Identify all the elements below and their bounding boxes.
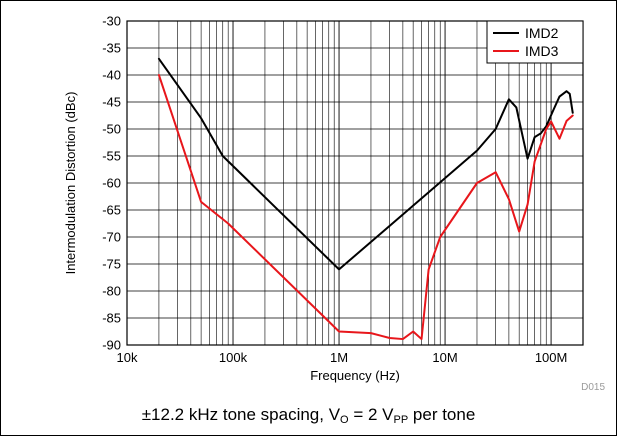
- legend: IMD2 IMD3: [486, 20, 584, 64]
- y-tick-label: -70: [102, 230, 121, 245]
- x-tick-label: 100k: [219, 350, 248, 365]
- y-tick-label: -60: [102, 176, 121, 191]
- y-tick-label: -85: [102, 311, 121, 326]
- caption-subscript-o: O: [340, 414, 349, 426]
- figure-id: D015: [581, 382, 605, 393]
- y-tick-label: -50: [102, 122, 121, 137]
- caption-subscript-pp: PP: [393, 414, 409, 426]
- series-line-imd2: [157, 57, 574, 271]
- y-tick-label: -40: [102, 68, 121, 83]
- x-tick-label: 10M: [432, 350, 457, 365]
- y-tick-label: -65: [102, 203, 121, 218]
- intermodulation-distortion-chart: -90 -85 -80 -75 -70 -65 -60 -55 -50 -45 -40 -35 -30 1…: [63, 14, 605, 394]
- plot-area: -90 -85 -80 -75 -70 -65 -60 -55 -50 -45 -40 -35 -30 1…: [102, 14, 584, 365]
- y-tick-label: -55: [102, 149, 121, 164]
- x-tick-label: 1M: [330, 350, 348, 365]
- y-tick-label: -75: [102, 257, 121, 272]
- x-axis-label: Frequency (Hz): [310, 368, 400, 383]
- legend-label-imd2: IMD2: [525, 25, 559, 41]
- caption-middle: = 2 V: [348, 405, 394, 424]
- plot-border: [126, 20, 584, 346]
- series-line-imd3: [157, 74, 574, 341]
- x-tick-label: 100M: [535, 350, 568, 365]
- y-tick-label: -90: [102, 338, 121, 353]
- y-tick-label: -80: [102, 284, 121, 299]
- x-tick-label: 10k: [117, 350, 138, 365]
- y-tick-label: -35: [102, 41, 121, 56]
- y-axis-label: Intermodulation Distortion (dBc): [63, 92, 78, 275]
- legend-box: [486, 20, 584, 64]
- caption-prefix: ±12.2 kHz tone spacing, V: [141, 405, 341, 424]
- figure-caption: ±12.2 kHz tone spacing, VO = 2 VPP per t…: [0, 405, 617, 426]
- legend-label-imd3: IMD3: [525, 43, 559, 59]
- caption-suffix: per tone: [408, 405, 476, 424]
- y-tick-label: -30: [102, 14, 121, 29]
- y-tick-label: -45: [102, 95, 121, 110]
